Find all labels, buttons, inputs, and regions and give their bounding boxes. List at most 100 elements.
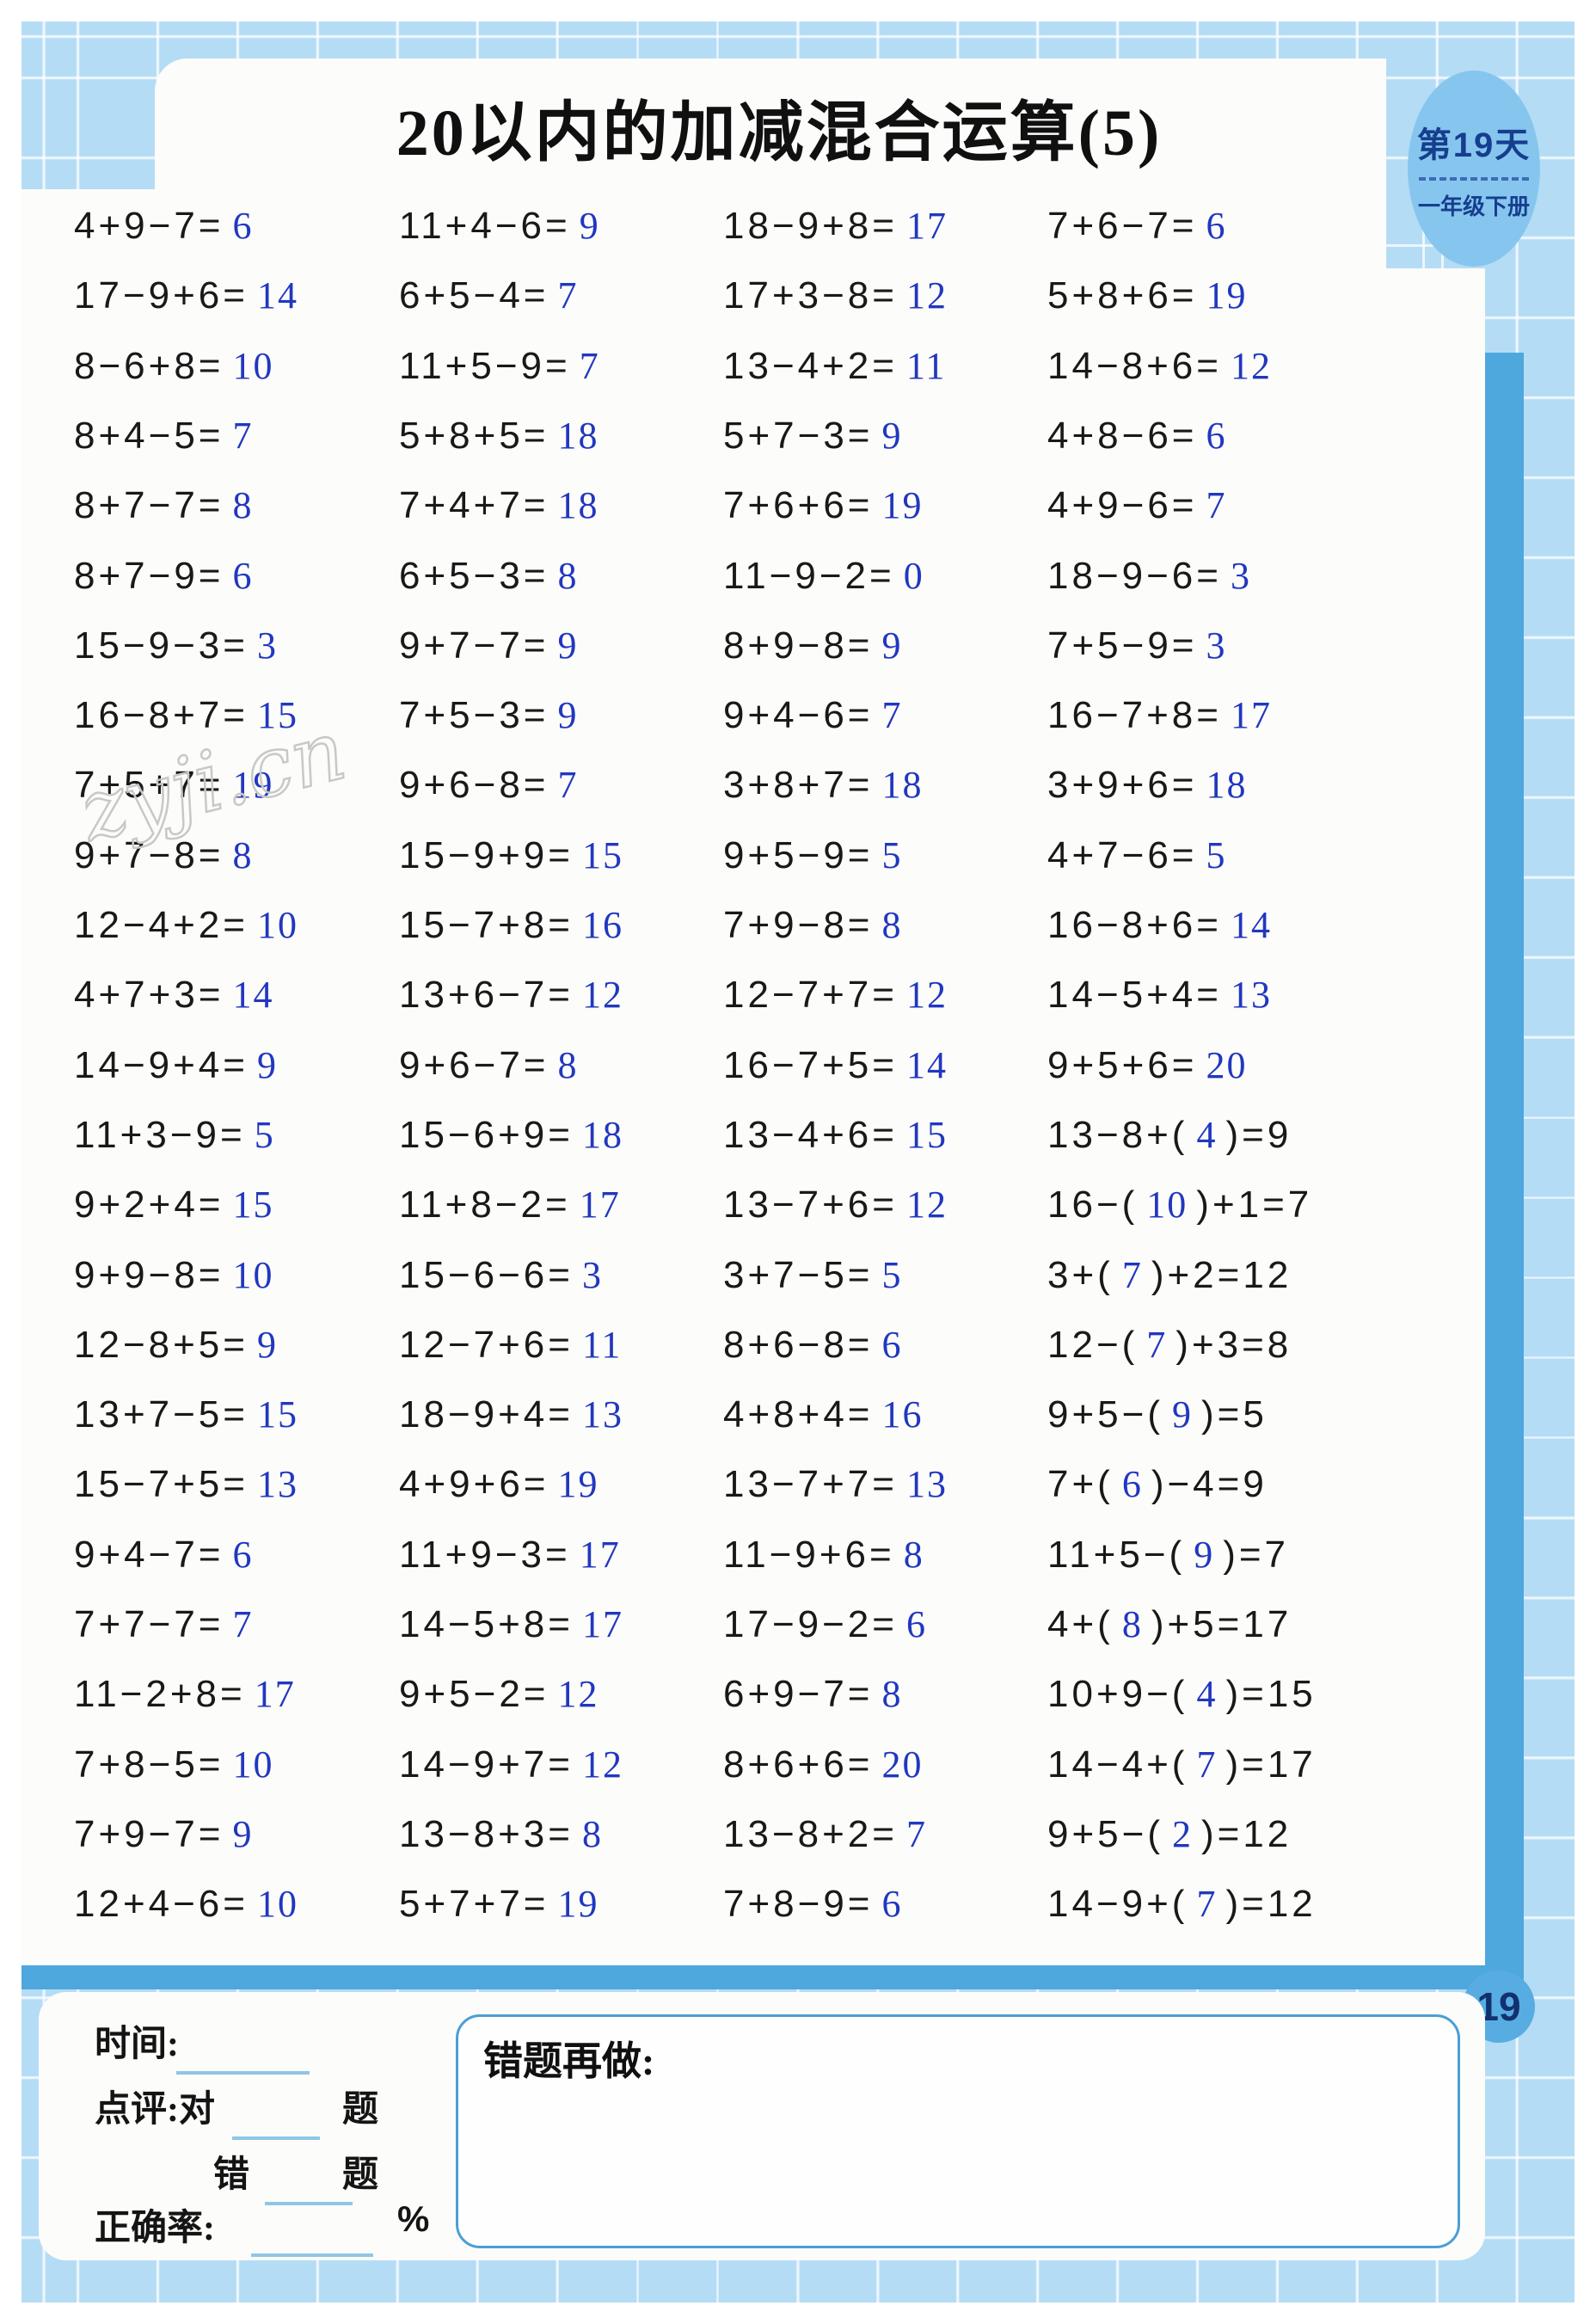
- problem-expression: 9+2+4=: [74, 1184, 224, 1226]
- problem-expression: 15−9−3=: [74, 624, 249, 667]
- problem-expression: 6+9−7=: [723, 1673, 874, 1715]
- problem: 11+8−2= 17: [399, 1184, 629, 1227]
- problem-expression: 4+9−6=: [1047, 484, 1198, 526]
- problem: 4+8+4= 16: [723, 1393, 932, 1437]
- answer: 7: [1121, 1254, 1143, 1296]
- problem-expression: 13−4+6=: [723, 1114, 898, 1156]
- answer: 17: [254, 1673, 296, 1715]
- answer: 9: [557, 694, 579, 736]
- badge-grade-label: 一年级下册: [1417, 194, 1530, 219]
- problem: 9+5+6= 20: [1047, 1044, 1256, 1088]
- problem-expression: 8+9−8=: [723, 624, 874, 667]
- answer: 6: [232, 1534, 254, 1576]
- problem: 11+4−6= 9: [399, 205, 609, 249]
- problem-expression: 11+8−2=: [399, 1184, 571, 1226]
- problem-expression: 3+(: [1047, 1254, 1114, 1296]
- problem-expression: 7+4+7=: [399, 484, 549, 526]
- problem: 3+(7)+2=12: [1047, 1254, 1292, 1298]
- problem: 14−9+4= 9: [74, 1044, 286, 1088]
- problem-expression: 9+6−7=: [399, 1044, 549, 1086]
- problem: 14−5+4= 13: [1047, 974, 1280, 1018]
- answer: 14: [256, 274, 298, 317]
- problem: 8+4−5= 7: [74, 415, 262, 458]
- answer: 12: [905, 274, 948, 317]
- problem-expression: 14−5+4=: [1047, 974, 1222, 1016]
- problem-expression: 14−4+(: [1047, 1743, 1188, 1786]
- answer: 9: [256, 1324, 278, 1366]
- problem: 7+5−9= 3: [1047, 624, 1236, 668]
- problem-expression: 7+5+7=: [74, 764, 224, 806]
- problem-expression: 7+(: [1047, 1463, 1114, 1505]
- problem: 5+7+7= 19: [399, 1883, 608, 1927]
- problem: 7+9−7= 9: [74, 1813, 262, 1857]
- answer: 14: [905, 1044, 948, 1086]
- answer: 15: [581, 834, 623, 876]
- problem: 11+5−9= 7: [399, 345, 609, 389]
- problem-expression: 16−7+5=: [723, 1044, 898, 1086]
- problem: 17−9−2= 6: [723, 1603, 936, 1647]
- problem-expression: 13−8+2=: [723, 1813, 898, 1855]
- problem-expression: 7+6−7=: [1047, 205, 1198, 247]
- problem-expression: 15−9+9=: [399, 834, 574, 876]
- answer: 8: [903, 1534, 924, 1576]
- problem: 7+6−7= 6: [1047, 205, 1236, 249]
- problem: 13−7+7= 13: [723, 1463, 956, 1507]
- problem-expression: 14−9+4=: [74, 1044, 249, 1086]
- answer: 17: [579, 1184, 621, 1226]
- problem-expression: 13+7−5=: [74, 1393, 249, 1436]
- answer: 19: [1206, 274, 1248, 317]
- answer: 14: [1230, 904, 1272, 946]
- answer: 17: [579, 1534, 621, 1576]
- main-panel: [21, 189, 1485, 1965]
- answer: 17: [905, 205, 948, 247]
- answer: 7: [1206, 484, 1227, 526]
- problem-expression: 11+5−(: [1047, 1534, 1186, 1576]
- problem-expression: 11+4−6=: [399, 205, 571, 247]
- answer: 7: [1196, 1743, 1218, 1786]
- problem-expression: 4+9+6=: [399, 1463, 549, 1505]
- problem: 18−9+8= 17: [723, 205, 956, 249]
- answer: 10: [1146, 1184, 1188, 1226]
- problem: 12−4+2= 10: [74, 904, 307, 948]
- percent-sign: %: [397, 2198, 430, 2239]
- answer: 11: [581, 1324, 623, 1366]
- problem-expression: 17−9+6=: [74, 274, 249, 317]
- problem: 13+7−5= 15: [74, 1393, 307, 1437]
- problem: 13−8+3= 8: [399, 1813, 611, 1857]
- answer: 9: [232, 1813, 254, 1855]
- problem: 7+9−8= 8: [723, 904, 912, 948]
- answer: 5: [881, 1254, 903, 1296]
- answer: 7: [881, 694, 903, 736]
- correct-count-blank: [232, 2136, 320, 2140]
- answer: 12: [581, 1743, 623, 1786]
- problem-expression: 16−(: [1047, 1184, 1139, 1226]
- problem: 16−8+6= 14: [1047, 904, 1280, 948]
- answer: 6: [881, 1324, 903, 1366]
- badge-day-label: 第19天: [1416, 126, 1532, 164]
- answer: 8: [881, 1673, 903, 1715]
- problem-expression: 14−9+7=: [399, 1743, 574, 1786]
- accuracy-blank: [251, 2253, 373, 2257]
- problem-expression: 6+5−3=: [399, 555, 549, 597]
- problem: 15−6−6= 3: [399, 1254, 611, 1298]
- answer: 6: [1206, 205, 1227, 247]
- problem-expression: 9+5−(: [1047, 1813, 1163, 1855]
- problem: 4+(8)+5=17: [1047, 1603, 1292, 1647]
- badge-divider: [1419, 176, 1529, 181]
- answer: 10: [256, 1883, 298, 1925]
- answer: 7: [905, 1813, 927, 1855]
- problem: 6+5−3= 8: [399, 555, 587, 599]
- answer: 10: [232, 345, 274, 387]
- answer: 10: [256, 904, 298, 946]
- right-edge-bar: [1485, 353, 1524, 1989]
- problem-expression: 9+4−7=: [74, 1534, 224, 1576]
- answer: 3: [1230, 555, 1251, 597]
- problem: 14−9+(7)=12: [1047, 1883, 1317, 1927]
- answer: 19: [557, 1883, 599, 1925]
- problem: 16−(10)+1=7: [1047, 1184, 1312, 1227]
- answer: 9: [1171, 1393, 1193, 1436]
- answer: 6: [232, 205, 254, 247]
- problem-expression: 18−9+8=: [723, 205, 898, 247]
- problem-expression: 4+7+3=: [74, 974, 224, 1016]
